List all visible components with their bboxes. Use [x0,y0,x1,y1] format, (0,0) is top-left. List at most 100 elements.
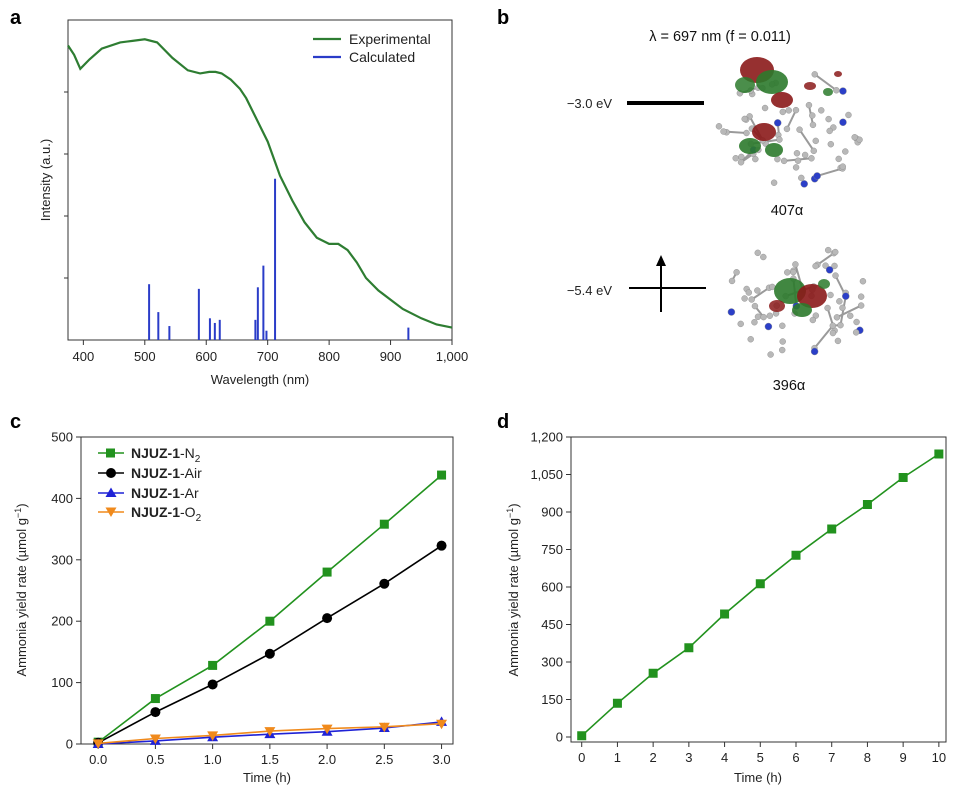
x-tick-label: 10 [932,750,946,765]
legend-item-n2: NJUZ-1-N2 [98,445,201,465]
x-tick-label: 0.5 [146,752,164,767]
svg-text:NJUZ-1-Ar: NJUZ-1-Ar [131,485,199,501]
orbital-label-407a: 407α [771,203,804,219]
x-tick-label: 600 [195,349,217,364]
x-tick-label: 7 [828,750,835,765]
data-point [207,731,219,741]
x-tick-label: 1.5 [261,752,279,767]
x-tick-label: 3 [685,750,692,765]
x-tick-label: 400 [73,349,95,364]
x-tick-label: 9 [900,750,907,765]
data-point [150,694,160,704]
data-point [322,613,333,624]
y-tick-label: 400 [51,491,73,506]
circle-marker-icon [106,468,116,478]
legend-item-ar: NJUZ-1-Ar [98,485,199,501]
svg-text:NJUZ-1-N2: NJUZ-1-N2 [131,445,201,465]
y-axis-label: Intensity (a.u.) [38,139,53,221]
triangle-up-marker-icon [105,487,117,497]
data-point [150,707,161,718]
legend: NJUZ-1-N2 NJUZ-1-Air NJUZ-1-Ar NJUZ-1-O2 [98,445,202,524]
series-group [92,470,448,749]
y-tick-label: 450 [541,617,563,632]
data-point [264,648,275,659]
data-point [577,731,587,741]
data-point [92,739,104,749]
series [93,540,447,748]
data-point [612,698,622,708]
molecule-orbital-396a-image [727,246,867,358]
panel-label-d: d [497,411,509,433]
data-point [436,719,448,730]
y-tick-label: 100 [51,675,73,690]
data-point [322,567,332,577]
data-point [720,609,730,619]
data-point [827,524,837,534]
x-tick-label: 800 [318,349,340,364]
spin-arrow-head-icon [656,255,666,266]
data-point [684,643,694,653]
x-tick-label: 6 [792,750,799,765]
y-tick-label: 300 [541,655,563,670]
data-point [436,540,447,551]
y-tick-label: 0 [556,730,563,745]
y-tick-label: 150 [541,692,563,707]
data-point [437,470,447,480]
yield-rate-long-chart: 0 1 2 3 4 5 6 7 8 9 10 0 150 300 450 600 750 900 1,050 1,20… [505,430,947,785]
x-tick-label: 900 [380,349,402,364]
x-tick-label: 0.0 [89,752,107,767]
data-point [898,473,908,482]
data-point [862,500,872,509]
data-point [321,724,333,735]
energy-label-lumo: −3.0 eV [567,96,613,111]
data-point [208,660,218,670]
y-tick-label: 900 [541,505,563,520]
y-tick-label: 500 [51,430,73,445]
panel-label-a: a [10,7,22,29]
data-point [265,616,275,626]
x-tick-label: 4 [721,750,728,765]
plot-frame [80,436,454,745]
x-axis-label: Wavelength (nm) [211,372,310,387]
series [92,719,448,749]
y-tick-label: 300 [51,552,73,567]
y-tick-label: 750 [541,542,563,557]
data-point [207,679,218,690]
x-tick-label: 3.0 [433,752,451,767]
x-tick-label: 1,000 [436,349,469,364]
x-axis-ticks: 400 500 600 700 800 900 1,000 [64,91,469,364]
x-axis-label: Time (h) [734,770,782,785]
data-point [378,722,390,733]
legend-label-calculated: Calculated [349,49,415,65]
orbital-diagram: λ = 697 nm (f = 0.011) −3.0 eV −5.4 eV 4… [567,29,867,394]
x-tick-label: 8 [864,750,871,765]
transition-title: λ = 697 nm (f = 0.011) [649,29,791,45]
data-point [149,734,161,744]
legend-item-o2: NJUZ-1-O2 [98,504,202,524]
x-axis-label: Time (h) [243,770,291,785]
series-line [97,545,443,744]
data-point [755,579,765,589]
y-tick-label: 200 [51,614,73,629]
orbital-label-396a: 396α [773,378,806,394]
y-tick-label: 0 [66,737,73,752]
axis-ticks: 0.0 0.5 1.0 1.5 2.0 2.5 3.0 0 100 200 300 400 500 [51,430,450,768]
svg-text:NJUZ-1-Air: NJUZ-1-Air [131,465,202,481]
series-group [577,449,944,741]
panel-label-b: b [497,7,509,29]
plot-frame [67,19,453,341]
x-tick-label: 700 [257,349,279,364]
y-tick-label: 1,050 [530,467,563,482]
calculated-bars [148,178,410,340]
series-line [581,453,940,737]
legend-label-experimental: Experimental [349,31,431,47]
data-point [791,550,801,560]
y-axis-label: Ammonia yield rate (µmol g−1) [13,503,29,676]
x-tick-label: 2.0 [318,752,336,767]
molecule-orbital-407a-image [715,57,863,188]
x-tick-label: 1 [614,750,621,765]
data-point [934,449,944,459]
x-tick-label: 5 [757,750,764,765]
y-tick-label: 600 [541,580,563,595]
svg-text:NJUZ-1-O2: NJUZ-1-O2 [131,504,202,524]
